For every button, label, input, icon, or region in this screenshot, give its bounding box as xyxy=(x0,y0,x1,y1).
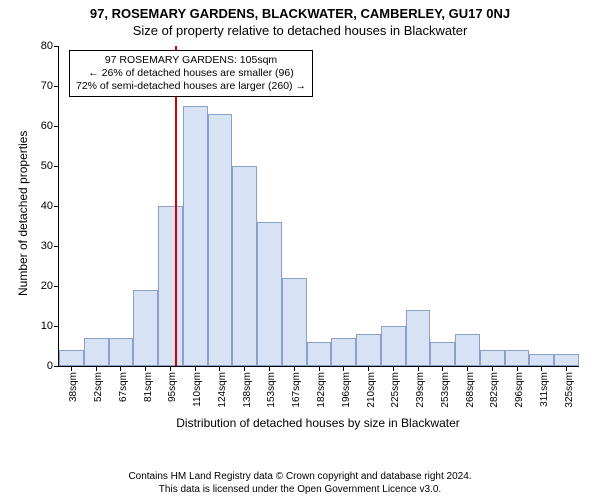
x-tick-mark xyxy=(566,366,567,371)
x-tick-mark xyxy=(393,366,394,371)
x-axis-label: Distribution of detached houses by size … xyxy=(176,416,459,430)
x-tick-label: 124sqm xyxy=(217,372,228,408)
histogram-bar xyxy=(529,354,554,366)
annotation-line: 97 ROSEMARY GARDENS: 105sqm xyxy=(76,54,306,67)
histogram-bar xyxy=(84,338,109,366)
x-tick-mark xyxy=(145,366,146,371)
x-tick-mark xyxy=(219,366,220,371)
y-tick-label: 50 xyxy=(41,160,59,172)
x-tick-label: 196sqm xyxy=(341,372,352,408)
x-tick-label: 210sqm xyxy=(366,372,377,408)
x-tick-label: 182sqm xyxy=(316,372,327,408)
histogram-bar xyxy=(208,114,233,366)
y-tick-label: 40 xyxy=(41,200,59,212)
x-tick-label: 325sqm xyxy=(564,372,575,408)
annotation-line: ← 26% of detached houses are smaller (96… xyxy=(76,67,306,80)
x-tick-mark xyxy=(418,366,419,371)
x-tick-mark xyxy=(517,366,518,371)
annotation-box: 97 ROSEMARY GARDENS: 105sqm← 26% of deta… xyxy=(69,50,313,97)
x-tick-label: 138sqm xyxy=(242,372,253,408)
histogram-bar xyxy=(109,338,134,366)
x-tick-label: 110sqm xyxy=(192,372,203,407)
x-tick-label: 268sqm xyxy=(465,372,476,408)
y-tick-label: 10 xyxy=(41,320,59,332)
y-axis-label: Number of detached properties xyxy=(16,131,30,296)
histogram-bar xyxy=(232,166,257,366)
footer-line2: This data is licensed under the Open Gov… xyxy=(0,484,600,497)
x-tick-label: 282sqm xyxy=(489,372,500,408)
y-tick-label: 80 xyxy=(41,40,59,52)
histogram-bar xyxy=(381,326,406,366)
x-tick-mark xyxy=(492,366,493,371)
plot-area: 0102030405060708038sqm52sqm67sqm81sqm95s… xyxy=(58,46,579,367)
histogram-bar xyxy=(480,350,505,366)
histogram-bar xyxy=(430,342,455,366)
histogram-bar xyxy=(59,350,84,366)
histogram-bar xyxy=(505,350,530,366)
x-tick-mark xyxy=(244,366,245,371)
x-tick-label: 167sqm xyxy=(291,372,302,408)
x-tick-mark xyxy=(294,366,295,371)
x-tick-mark xyxy=(71,366,72,371)
x-tick-label: 38sqm xyxy=(68,372,79,402)
x-tick-mark xyxy=(269,366,270,371)
histogram-bar xyxy=(133,290,158,366)
histogram-bar xyxy=(282,278,307,366)
footer-attribution: Contains HM Land Registry data © Crown c… xyxy=(0,471,600,496)
histogram-bar xyxy=(406,310,431,366)
footer-line1: Contains HM Land Registry data © Crown c… xyxy=(0,471,600,484)
x-tick-label: 239sqm xyxy=(415,372,426,408)
histogram-bar xyxy=(158,206,183,366)
y-tick-label: 70 xyxy=(41,80,59,92)
histogram-bar xyxy=(331,338,356,366)
x-tick-label: 225sqm xyxy=(390,372,401,408)
y-tick-label: 0 xyxy=(47,360,59,372)
x-tick-label: 153sqm xyxy=(266,372,277,408)
x-tick-mark xyxy=(319,366,320,371)
histogram-bar xyxy=(356,334,381,366)
page-title-subtitle: Size of property relative to detached ho… xyxy=(0,21,600,38)
x-tick-label: 67sqm xyxy=(118,372,129,402)
x-tick-label: 81sqm xyxy=(143,372,154,402)
x-tick-mark xyxy=(120,366,121,371)
y-tick-label: 60 xyxy=(41,120,59,132)
x-tick-mark xyxy=(96,366,97,371)
x-tick-label: 52sqm xyxy=(93,372,104,402)
x-tick-label: 95sqm xyxy=(167,372,178,402)
page-title-address: 97, ROSEMARY GARDENS, BLACKWATER, CAMBER… xyxy=(0,0,600,21)
histogram-bar xyxy=(554,354,579,366)
histogram-bar xyxy=(455,334,480,366)
annotation-line: 72% of semi-detached houses are larger (… xyxy=(76,80,306,93)
x-tick-label: 296sqm xyxy=(514,372,525,408)
x-tick-label: 253sqm xyxy=(440,372,451,408)
x-tick-mark xyxy=(467,366,468,371)
x-tick-mark xyxy=(442,366,443,371)
x-tick-mark xyxy=(170,366,171,371)
histogram-bar xyxy=(257,222,282,366)
x-tick-mark xyxy=(541,366,542,371)
histogram-bar xyxy=(307,342,332,366)
x-tick-mark xyxy=(343,366,344,371)
histogram-bar xyxy=(183,106,208,366)
y-tick-label: 20 xyxy=(41,280,59,292)
x-tick-label: 311sqm xyxy=(539,372,550,407)
histogram-chart: 0 10 20 30 40 50 60 70 80 38sqm 52sqm 67sqm 81sqm 95s… xyxy=(0,42,600,434)
x-tick-mark xyxy=(195,366,196,371)
y-tick-label: 30 xyxy=(41,240,59,252)
x-tick-mark xyxy=(368,366,369,371)
